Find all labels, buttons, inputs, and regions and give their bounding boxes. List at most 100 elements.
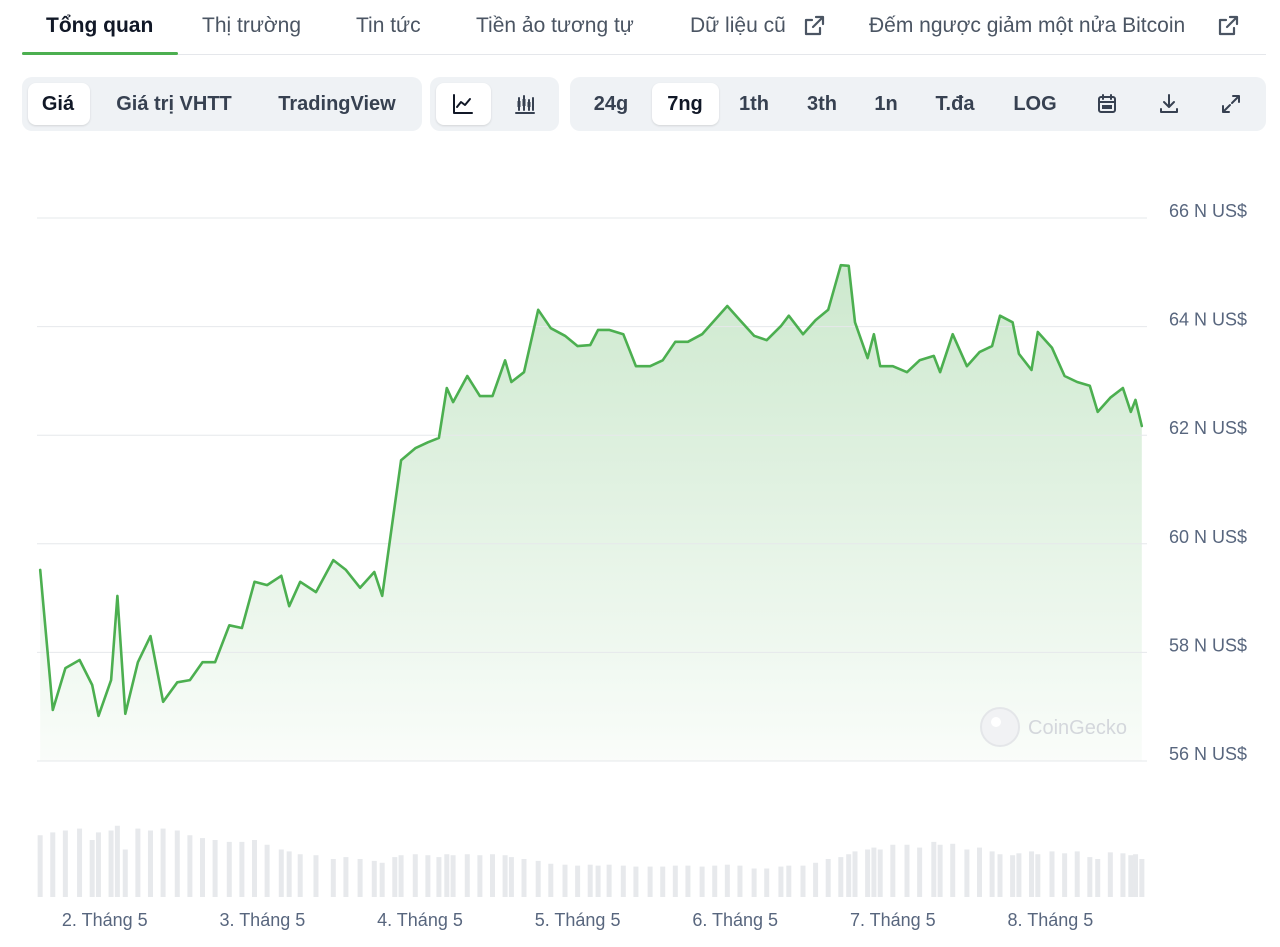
range-button[interactable]: 7ng (667, 93, 703, 115)
volume-bar (1010, 855, 1016, 897)
volume-bar (800, 865, 806, 897)
external-link-icon (804, 15, 825, 36)
volume-bar (737, 865, 743, 897)
volume-bar (724, 864, 730, 897)
x-tick-label: 7. Tháng 5 (850, 910, 936, 930)
volume-bar (444, 854, 450, 897)
volume-bar (712, 865, 718, 897)
watermark: CoinGecko (980, 707, 1127, 747)
x-tick-label: 3. Tháng 5 (220, 910, 306, 930)
volume-bar (950, 843, 956, 897)
volume-bar (114, 825, 120, 897)
volume-bar (135, 828, 141, 897)
volume-bar (77, 828, 83, 897)
active-pill (28, 83, 90, 125)
volume-bar (489, 854, 495, 897)
volume-bar (989, 851, 995, 897)
volume-bar (297, 854, 303, 897)
volume-bar (1016, 853, 1022, 897)
view-button[interactable]: Giá trị VHTT (116, 93, 232, 115)
volume-bar (330, 859, 336, 897)
x-tick-label: 6. Tháng 5 (692, 910, 778, 930)
volume-bar (1095, 859, 1101, 897)
volume-bar (371, 860, 377, 897)
volume-bar (379, 862, 385, 897)
y-tick-label: 66 N US$ (1169, 201, 1247, 221)
volume-bar (846, 854, 852, 897)
volume-bar (1035, 854, 1041, 897)
tab[interactable]: Tiền ảo tương tự (476, 14, 634, 37)
volume-bar (50, 832, 56, 897)
volume-bar (122, 849, 128, 897)
volume-bar (660, 866, 666, 897)
volume-bar (212, 840, 218, 897)
volume-bar (464, 854, 470, 897)
volume-bar (357, 859, 363, 897)
volume-bar (751, 868, 757, 897)
fullscreen-icon[interactable] (1219, 92, 1243, 116)
volume-bar (37, 835, 43, 897)
volume-bar (778, 866, 784, 897)
line-chart-icon[interactable] (451, 92, 475, 116)
volume-bar (871, 847, 877, 897)
volume-bar (786, 865, 792, 897)
volume-bar (286, 851, 292, 897)
volume-bar (521, 859, 527, 897)
volume-bar (877, 849, 883, 897)
nav-divider (22, 54, 1266, 55)
volume-bar (187, 835, 193, 897)
volume-bar (865, 849, 871, 897)
range-button[interactable]: 1n (874, 93, 898, 115)
volume-bar (412, 854, 418, 897)
volume-bar (535, 860, 541, 897)
tab[interactable]: Tin tức (356, 14, 421, 37)
y-tick-label: 64 N US$ (1169, 310, 1247, 330)
tab[interactable]: Dữ liệu cũ (690, 14, 786, 37)
range-button[interactable]: LOG (1013, 93, 1057, 115)
view-button[interactable]: Giá (41, 93, 75, 115)
x-tick-label: 5. Tháng 5 (535, 910, 621, 930)
range-button[interactable]: T.đa (935, 93, 975, 115)
tab[interactable]: Thị trường (202, 14, 302, 37)
range-button[interactable]: 1th (739, 93, 769, 115)
volume-bar (147, 830, 153, 897)
volume-bar (1107, 852, 1113, 897)
range-button[interactable]: 3th (807, 93, 837, 115)
y-tick-label: 60 N US$ (1169, 527, 1247, 547)
active-tab-indicator (22, 52, 178, 55)
tab[interactable]: Đếm ngược giảm một nửa Bitcoin (869, 14, 1186, 37)
volume-bar (239, 841, 245, 897)
calendar-icon[interactable] (1095, 92, 1119, 116)
y-tick-label: 62 N US$ (1169, 418, 1247, 438)
volume-bar (343, 857, 349, 897)
volume-bar (1074, 851, 1080, 897)
volume-bar (852, 851, 858, 897)
volume-bar (606, 864, 612, 897)
volume-bar (264, 844, 270, 897)
x-tick-label: 2. Tháng 5 (62, 910, 148, 930)
volume-bar (174, 830, 180, 897)
x-tick-label: 8. Tháng 5 (1008, 910, 1094, 930)
volume-bar (199, 838, 205, 897)
volume-bar (1139, 859, 1145, 897)
volume-bar (392, 857, 398, 897)
volume-bar (764, 868, 770, 897)
tab[interactable]: Tổng quan (46, 14, 154, 37)
volume-bar (838, 857, 844, 897)
range-button[interactable]: 24g (593, 93, 629, 115)
volume-bar (1087, 857, 1093, 897)
volume-bar (633, 866, 639, 897)
y-tick-label: 58 N US$ (1169, 635, 1247, 655)
candle-chart-icon[interactable] (513, 92, 537, 116)
external-link-icon (1218, 15, 1239, 36)
volume-bar (548, 863, 554, 897)
active-pill (652, 83, 719, 125)
volume-bar (917, 847, 923, 897)
view-button[interactable]: TradingView (278, 93, 396, 115)
volume-bar (647, 866, 653, 897)
download-icon[interactable] (1157, 92, 1181, 116)
volume-bar (699, 866, 705, 897)
volume-bar (425, 855, 431, 897)
